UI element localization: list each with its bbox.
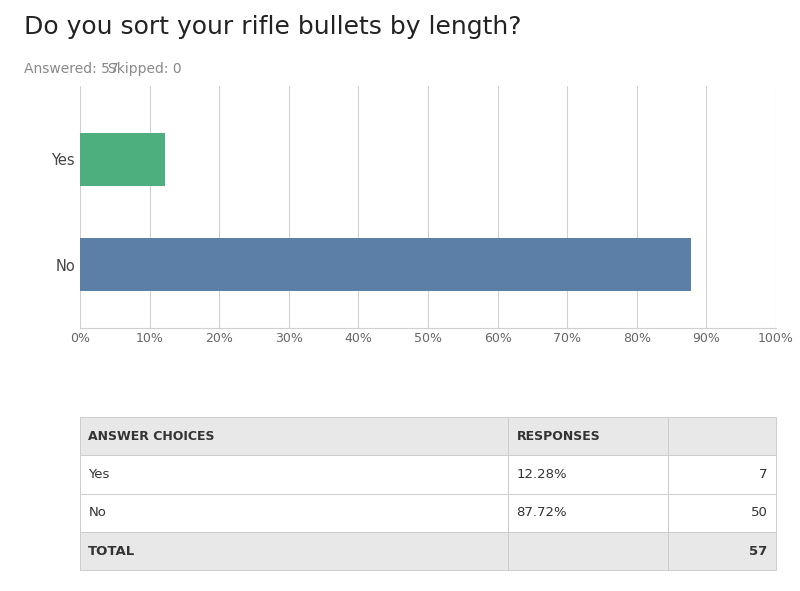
Bar xyxy=(80,133,166,186)
FancyBboxPatch shape xyxy=(668,493,776,532)
FancyBboxPatch shape xyxy=(508,532,668,570)
FancyBboxPatch shape xyxy=(80,532,508,570)
FancyBboxPatch shape xyxy=(80,417,508,456)
Text: 57: 57 xyxy=(750,544,768,557)
FancyBboxPatch shape xyxy=(668,532,776,570)
Text: Answered: 57: Answered: 57 xyxy=(24,62,118,76)
Text: Skipped: 0: Skipped: 0 xyxy=(108,62,182,76)
Text: 7: 7 xyxy=(759,468,768,481)
Text: 12.28%: 12.28% xyxy=(516,468,567,481)
Text: 50: 50 xyxy=(750,506,768,519)
Text: Do you sort your rifle bullets by length?: Do you sort your rifle bullets by length… xyxy=(24,15,522,39)
Bar xyxy=(80,238,690,291)
Text: No: No xyxy=(88,506,106,519)
FancyBboxPatch shape xyxy=(508,493,668,532)
FancyBboxPatch shape xyxy=(80,493,508,532)
FancyBboxPatch shape xyxy=(508,456,668,493)
Text: RESPONSES: RESPONSES xyxy=(516,430,600,443)
FancyBboxPatch shape xyxy=(80,456,508,493)
FancyBboxPatch shape xyxy=(668,456,776,493)
FancyBboxPatch shape xyxy=(668,417,776,456)
FancyBboxPatch shape xyxy=(508,417,668,456)
Text: TOTAL: TOTAL xyxy=(88,544,136,557)
Text: ANSWER CHOICES: ANSWER CHOICES xyxy=(88,430,215,443)
Text: Yes: Yes xyxy=(88,468,110,481)
Text: 87.72%: 87.72% xyxy=(516,506,567,519)
